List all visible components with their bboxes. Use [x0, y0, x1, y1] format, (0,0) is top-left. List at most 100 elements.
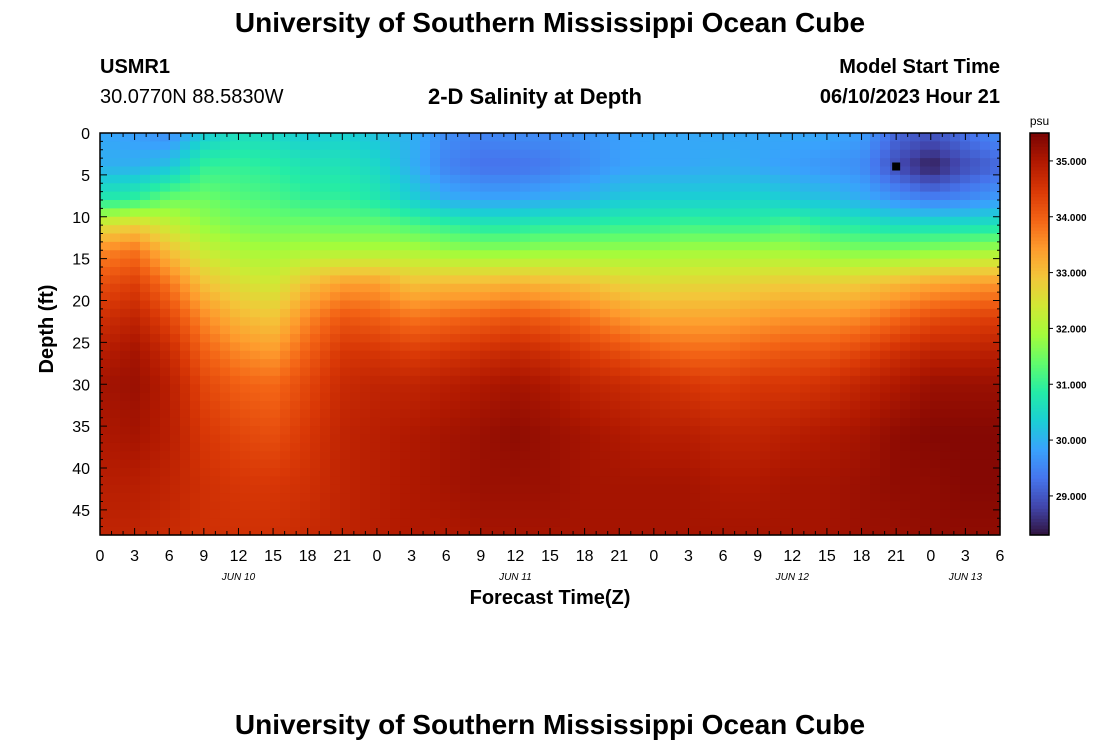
heatmap-cell — [150, 241, 161, 251]
heatmap-cell — [600, 476, 611, 486]
heatmap-cell — [800, 334, 811, 343]
heatmap-cell — [690, 451, 701, 461]
heatmap-cell — [280, 367, 291, 377]
heatmap-cell — [320, 191, 331, 201]
heatmap-cell — [560, 468, 571, 477]
heatmap-cell — [190, 384, 201, 394]
heatmap-cell — [840, 426, 851, 436]
heatmap-cell — [740, 141, 751, 151]
heatmap-cell — [890, 267, 901, 276]
heatmap-cell — [450, 426, 461, 436]
colorbar-segment — [1030, 210, 1049, 214]
heatmap-cell — [790, 401, 801, 410]
heatmap-cell — [140, 158, 151, 168]
heatmap-cell — [460, 149, 471, 159]
heatmap-cell — [810, 334, 821, 343]
heatmap-cell — [880, 518, 891, 528]
heatmap-cell — [880, 258, 891, 268]
heatmap-cell — [580, 308, 591, 318]
heatmap-cell — [280, 417, 291, 427]
heatmap-cell — [510, 149, 521, 159]
heatmap-cell — [390, 166, 401, 176]
heatmap-cell — [890, 317, 901, 327]
heatmap-cell — [170, 208, 181, 218]
heatmap-cell — [750, 350, 761, 360]
heatmap-cell — [630, 518, 641, 528]
heatmap-cell — [660, 509, 671, 519]
heatmap-cell — [910, 233, 921, 243]
heatmap-cell — [650, 417, 661, 427]
heatmap-cell — [660, 334, 671, 343]
heatmap-cell — [290, 359, 301, 369]
heatmap-cell — [640, 183, 651, 193]
heatmap-cell — [110, 426, 121, 436]
heatmap-cell — [860, 442, 871, 452]
heatmap-cell — [310, 133, 321, 142]
heatmap-cell — [150, 216, 161, 226]
heatmap-cell — [380, 484, 391, 494]
heatmap-cell — [260, 133, 271, 142]
heatmap-cell — [570, 191, 581, 201]
heatmap-cell — [830, 317, 841, 327]
heatmap-cell — [140, 459, 151, 469]
heatmap-cell — [710, 216, 721, 226]
heatmap-cell — [730, 409, 741, 419]
heatmap-cell — [890, 426, 901, 436]
heatmap-cell — [390, 468, 401, 477]
heatmap-cell — [820, 426, 831, 436]
heatmap-cell — [650, 200, 661, 209]
heatmap-cell — [760, 166, 771, 176]
heatmap-cell — [320, 484, 331, 494]
heatmap-cell — [210, 166, 221, 176]
heatmap-cell — [120, 476, 131, 486]
heatmap-cell — [700, 493, 711, 503]
heatmap-cell — [310, 292, 321, 302]
heatmap-cell — [940, 459, 951, 469]
heatmap-cell — [430, 183, 441, 193]
heatmap-cell — [860, 158, 871, 168]
heatmap-cell — [520, 292, 531, 302]
heatmap-cell — [620, 342, 631, 352]
heatmap-cell — [910, 484, 921, 494]
heatmap-cell — [460, 283, 471, 293]
heatmap-cell — [800, 241, 811, 251]
heatmap-cell — [530, 401, 541, 410]
heatmap-cell — [780, 225, 791, 235]
heatmap-cell — [970, 241, 981, 251]
heatmap-cell — [940, 275, 951, 285]
heatmap-cell — [590, 191, 601, 201]
heatmap-cell — [360, 158, 371, 168]
heatmap-cell — [850, 484, 861, 494]
heatmap-cell — [990, 392, 1001, 402]
heatmap-cell — [700, 342, 711, 352]
heatmap-cell — [920, 208, 931, 218]
heatmap-cell — [220, 275, 231, 285]
heatmap-cell — [850, 401, 861, 410]
heatmap-cell — [250, 342, 261, 352]
heatmap-cell — [740, 275, 751, 285]
heatmap-cell — [580, 183, 591, 193]
heatmap-cell — [380, 518, 391, 528]
heatmap-cell — [110, 174, 121, 184]
heatmap-cell — [310, 275, 321, 285]
heatmap-cell — [170, 174, 181, 184]
heatmap-cell — [150, 267, 161, 276]
heatmap-cell — [800, 292, 811, 302]
heatmap-cell — [210, 216, 221, 226]
heatmap-cell — [290, 342, 301, 352]
heatmap-cell — [690, 342, 701, 352]
heatmap-cell — [230, 200, 241, 209]
heatmap-cell — [710, 367, 721, 377]
heatmap-cell — [850, 342, 861, 352]
heatmap-cell — [870, 174, 881, 184]
heatmap-cell — [180, 283, 191, 293]
heatmap-cell — [850, 300, 861, 310]
colorbar-segment — [1030, 300, 1049, 305]
heatmap-cell — [310, 484, 321, 494]
heatmap-cell — [150, 191, 161, 201]
heatmap-cell — [480, 292, 491, 302]
heatmap-cell — [530, 317, 541, 327]
heatmap-cell — [460, 200, 471, 209]
heatmap-cell — [580, 133, 591, 142]
heatmap-cell — [100, 451, 111, 461]
